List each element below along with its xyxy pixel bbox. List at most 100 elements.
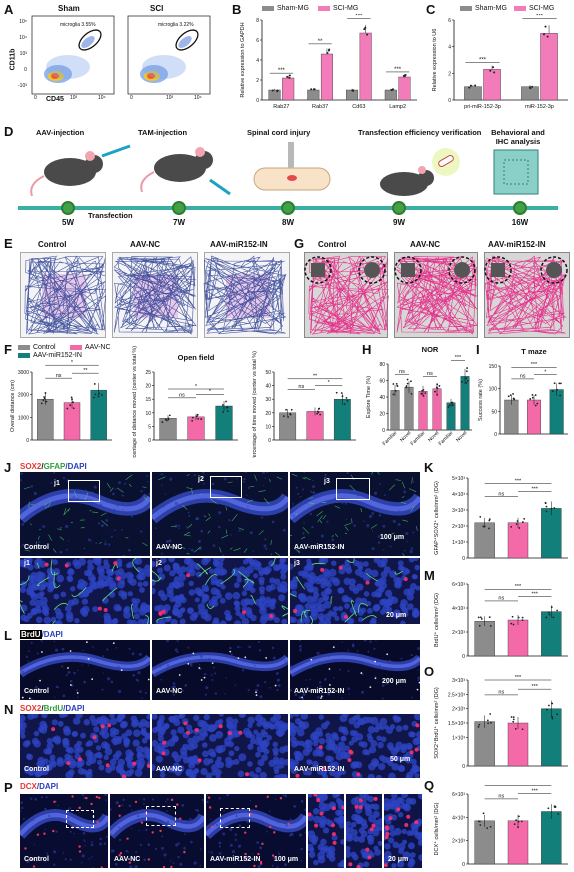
nucleus bbox=[282, 528, 286, 532]
gfap-fiber bbox=[89, 509, 92, 512]
granule-layer-core bbox=[206, 812, 306, 837]
nucleus bbox=[379, 717, 388, 726]
nucleus bbox=[133, 729, 141, 738]
gfap-fiber bbox=[70, 521, 73, 524]
marker-cell bbox=[244, 852, 247, 856]
nucleus bbox=[325, 581, 332, 588]
data-point bbox=[66, 407, 69, 410]
nucleus bbox=[71, 731, 78, 737]
data-point bbox=[313, 88, 316, 91]
marker-cell bbox=[249, 812, 253, 816]
marker-cell bbox=[287, 822, 290, 826]
nucleus bbox=[271, 864, 274, 867]
data-point bbox=[513, 823, 516, 826]
nucleus bbox=[207, 748, 216, 757]
flow-title-sci: SCI bbox=[150, 4, 164, 13]
nucleus bbox=[355, 761, 363, 769]
gfap-fiber bbox=[63, 508, 67, 515]
y-tick-label: 1000 bbox=[18, 415, 29, 421]
nucleus bbox=[333, 746, 341, 754]
nucleus bbox=[251, 662, 254, 665]
nucleus bbox=[341, 641, 344, 644]
nucleus bbox=[234, 605, 241, 612]
data-point bbox=[364, 26, 367, 29]
gfap-fiber bbox=[243, 548, 248, 553]
nucleus bbox=[105, 518, 109, 522]
gfap-fiber bbox=[182, 505, 188, 510]
nucleus bbox=[331, 538, 335, 542]
nucleus bbox=[377, 840, 382, 846]
nucleus bbox=[391, 794, 398, 799]
nucleus bbox=[187, 511, 190, 514]
nucleus bbox=[334, 615, 340, 621]
nucleus bbox=[170, 618, 178, 624]
nucleus bbox=[318, 597, 324, 604]
marker-cell bbox=[354, 804, 359, 809]
nucleus bbox=[75, 714, 83, 719]
nucleus bbox=[125, 729, 133, 737]
image-j-nc: j2 AAV-NC bbox=[152, 472, 288, 556]
marker-cell bbox=[365, 847, 370, 852]
nucleus bbox=[85, 770, 91, 776]
nucleus bbox=[214, 692, 218, 695]
flow-gate-sham: microglia 3.55% bbox=[60, 22, 96, 28]
nucleus bbox=[297, 729, 305, 737]
sig-label: ns bbox=[498, 491, 504, 497]
nucleus bbox=[20, 714, 26, 722]
sig-label: * bbox=[328, 380, 331, 386]
bar bbox=[187, 416, 205, 441]
data-point bbox=[276, 89, 279, 92]
marker-cell bbox=[279, 797, 283, 800]
nucleus bbox=[284, 794, 288, 798]
nucleus bbox=[241, 590, 248, 597]
nucleus bbox=[86, 740, 94, 747]
sig-label: *** bbox=[479, 58, 487, 64]
nucleus bbox=[154, 847, 158, 851]
nucleus bbox=[385, 818, 392, 825]
nucleus bbox=[29, 591, 36, 598]
nucleus bbox=[34, 797, 38, 801]
nucleus bbox=[234, 833, 237, 836]
nucleus bbox=[26, 753, 33, 761]
image-n-in: AAV-miR152-IN 50 μm bbox=[290, 714, 420, 778]
brdu-cell bbox=[198, 667, 201, 669]
data-point bbox=[550, 507, 553, 510]
nucleus bbox=[211, 600, 219, 607]
marker-cell bbox=[332, 840, 337, 845]
nucleus bbox=[81, 664, 83, 666]
image-n-nc: AAV-NC bbox=[152, 714, 288, 778]
nucleus bbox=[292, 509, 294, 511]
nucleus bbox=[354, 597, 363, 605]
nucleus bbox=[220, 584, 226, 590]
nucleus bbox=[344, 745, 350, 751]
nor-arena-control: Control bbox=[318, 240, 347, 249]
nucleus bbox=[343, 596, 350, 603]
nucleus bbox=[23, 823, 26, 826]
nucleus bbox=[351, 736, 358, 743]
nucleus bbox=[105, 799, 107, 802]
data-point bbox=[479, 824, 482, 826]
nucleus bbox=[96, 716, 103, 724]
sig-label: *** bbox=[531, 486, 538, 492]
nucleus bbox=[268, 560, 275, 567]
gfap-fiber bbox=[52, 548, 57, 553]
nucleus bbox=[288, 829, 290, 832]
nucleus bbox=[311, 731, 320, 739]
data-point bbox=[489, 713, 492, 715]
nucleus bbox=[144, 810, 146, 813]
stain-j: SOX2/GFAP/DAPI bbox=[20, 462, 87, 471]
nucleus bbox=[167, 738, 176, 747]
nor-arena-nc: AAV-NC bbox=[410, 240, 441, 249]
gfap-fiber bbox=[23, 486, 31, 490]
nucleus bbox=[225, 501, 228, 504]
data-point bbox=[556, 609, 559, 612]
nucleus bbox=[380, 582, 388, 590]
nucleus bbox=[397, 764, 405, 772]
data-point bbox=[328, 48, 331, 51]
nucleus bbox=[330, 732, 339, 740]
gfap-fiber bbox=[410, 505, 415, 512]
image-n-control: Control bbox=[20, 714, 150, 778]
nor-arena-in: AAV-miR152-IN bbox=[488, 240, 546, 249]
nucleus bbox=[40, 796, 44, 799]
